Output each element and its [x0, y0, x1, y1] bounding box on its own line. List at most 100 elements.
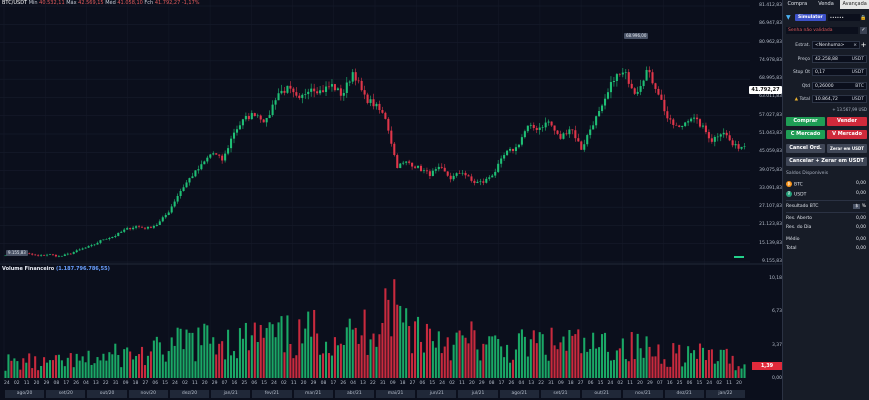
day-tick-label: 11: [726, 381, 732, 386]
candle-body: [63, 254, 66, 256]
pair-label: BTC/USDT: [2, 0, 28, 6]
preco-input[interactable]: 42.258,88 USDT: [812, 55, 867, 63]
volume-bar: [589, 348, 592, 378]
volume-bar: [271, 324, 274, 378]
candle-body: [422, 170, 426, 172]
warning-icon: ▲: [794, 96, 799, 102]
total-unit: USDT: [851, 96, 864, 102]
volume-bar: [164, 361, 167, 378]
tab-venda[interactable]: Venda: [818, 1, 834, 7]
day-tick-label: 11: [23, 381, 30, 386]
day-tick-label: 06: [152, 381, 159, 386]
volume-bar: [375, 346, 378, 378]
volume-bar: [307, 311, 310, 378]
total-input[interactable]: 10.864,72 USDT: [812, 95, 867, 103]
day-tick-label: 06: [686, 381, 693, 386]
volume-bar: [473, 330, 476, 378]
volume-bar: [31, 368, 34, 378]
candle-body: [675, 124, 678, 126]
candle-body: [66, 253, 69, 255]
candle-body: [185, 182, 188, 188]
volume-bar: [295, 355, 298, 378]
price-tick-label: 21.123,83: [759, 222, 782, 228]
volume-bar: [135, 355, 138, 378]
max-label: Máx: [66, 0, 77, 6]
password-field[interactable]: ••••••: [827, 14, 860, 21]
candle-body: [173, 201, 176, 207]
month-tick-label: mar/21: [293, 390, 333, 398]
volume-bar: [182, 349, 185, 378]
tab-compra[interactable]: Compra: [787, 1, 808, 7]
tab-avancada[interactable]: Avançada: [840, 0, 869, 9]
candle-body: [678, 125, 681, 127]
qtd-input[interactable]: 0,26000 BTC: [812, 82, 867, 90]
candle-body: [132, 227, 135, 230]
cancel-zero-button[interactable]: Cancelar + Zerar em USDT: [786, 157, 867, 166]
price-axis[interactable]: 81.412,83 86.947,83 80.962,83 74.978,83 68.9…: [752, 0, 782, 400]
candle-body: [583, 144, 586, 150]
simulator-logo-icon: ▼: [786, 13, 791, 21]
volume-bar: [740, 368, 743, 378]
candle-body: [449, 175, 452, 180]
candle-body: [155, 224, 158, 226]
candle-body: [476, 181, 479, 184]
candle-body: [143, 227, 147, 229]
candle-body: [259, 115, 262, 120]
volume-bar: [167, 351, 170, 378]
day-tick-label: 31: [548, 381, 554, 386]
price-tick-label: 63.011,83: [759, 94, 782, 100]
result-total-value: 0,00: [855, 246, 866, 251]
month-tick-label: nov/20: [128, 390, 168, 398]
account-row: ▼ Simulator •••••• 🔒: [786, 14, 867, 21]
candle-body: [158, 221, 161, 225]
candle-body: [574, 130, 577, 139]
currency-toggle[interactable]: $: [853, 204, 861, 209]
account-select[interactable]: Simulator: [795, 14, 826, 21]
sell-button[interactable]: Vender: [827, 117, 867, 126]
result-row: Total 0,00: [786, 246, 866, 251]
zero-usdt-button[interactable]: Zerar em USDT: [827, 144, 867, 153]
add-strategy-icon[interactable]: +: [860, 41, 867, 49]
candle-body: [461, 172, 464, 174]
volume-bar: [553, 345, 556, 378]
cancel-orders-button[interactable]: Cancel Ord.: [786, 144, 825, 153]
candle-body: [390, 130, 393, 144]
stop-input[interactable]: 0,17 USDT: [812, 68, 867, 76]
close-icon[interactable]: ×: [853, 42, 857, 48]
volume-bar: [419, 341, 423, 378]
high-marker: 68.996,00: [624, 33, 649, 39]
candle-body: [532, 124, 535, 128]
price-chart[interactable]: [0, 0, 782, 400]
volume-bar: [675, 353, 678, 378]
percent-toggle[interactable]: %: [861, 204, 866, 209]
volume-bar: [90, 364, 93, 378]
estrat-select[interactable]: <Nenhuma> ×: [812, 41, 860, 49]
market-sell-button[interactable]: V Mercado: [827, 130, 867, 139]
candle-body: [126, 228, 129, 230]
day-tick-label: 17: [63, 381, 70, 386]
candle-body: [84, 247, 87, 249]
day-tick-label: 04: [350, 381, 356, 386]
candle-body: [72, 252, 75, 254]
candle-body: [224, 153, 227, 161]
confirm-check-icon[interactable]: ✓: [860, 27, 867, 34]
day-tick-label: 04: [83, 381, 89, 386]
candle-body: [606, 92, 610, 99]
volume-total: (1.187.796.786,55): [56, 266, 110, 272]
candle-body: [375, 103, 378, 107]
volume-bar: [571, 335, 574, 378]
market-buy-button[interactable]: C Mercado: [786, 130, 825, 139]
volume-bar: [238, 328, 241, 378]
candle-body: [327, 86, 331, 88]
time-axis[interactable]: 24 02 11 20 29 08 17 26 04 13 22 31 09 18 27 06 15 24 02 11…: [0, 380, 750, 400]
candle-body: [149, 226, 152, 228]
candle-body: [345, 82, 348, 93]
signature-status[interactable]: Senha não validada: [786, 27, 858, 34]
candle-body: [470, 176, 473, 181]
chart-area[interactable]: BTC/USDT Mín 40.532,11 Máx 42.569,15 Méd…: [0, 0, 782, 400]
candle-body: [336, 88, 339, 91]
result-avg-value: 0,00: [855, 237, 866, 242]
candle-body: [598, 111, 601, 117]
buy-button[interactable]: Comprar: [786, 117, 825, 126]
lock-icon[interactable]: 🔒: [860, 14, 867, 21]
